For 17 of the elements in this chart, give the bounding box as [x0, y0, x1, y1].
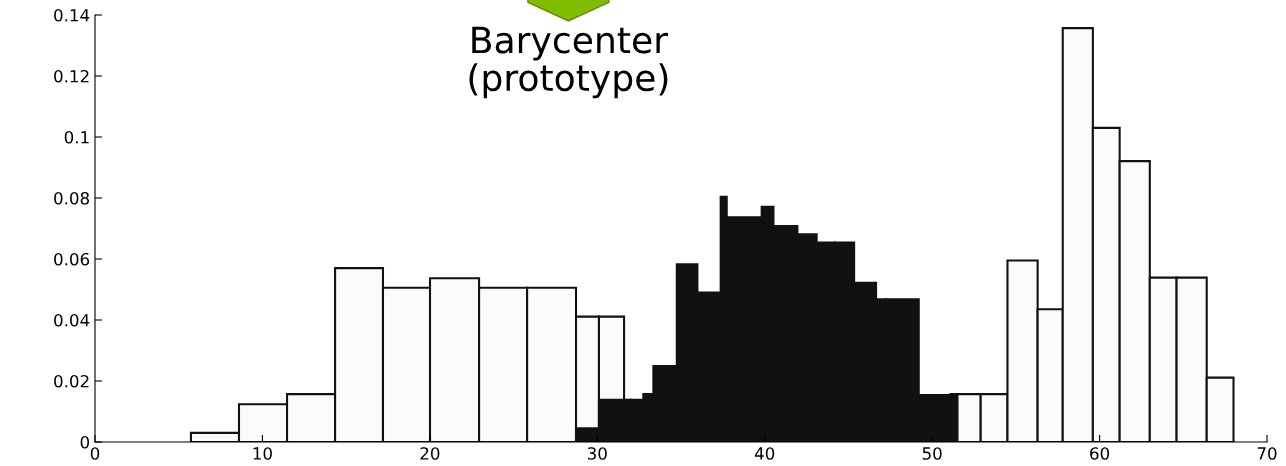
y-tick-label: 0.1: [64, 130, 89, 144]
annotation: Barycenter (prototype): [469, 26, 669, 99]
y-tick-label: 0.08: [54, 191, 89, 205]
x-tick-label: 30: [587, 447, 607, 460]
x-tick-label: 70: [1257, 447, 1277, 460]
x-tick-label: 0: [90, 447, 100, 460]
y-tick-label: 0.12: [54, 69, 89, 83]
y-tick-label: 0.04: [54, 313, 90, 327]
y-tick-label: 0: [80, 435, 90, 449]
y-tick-label: 0.06: [54, 252, 90, 266]
x-tick-label: 60: [1090, 447, 1110, 460]
x-tick-label: 20: [420, 447, 440, 460]
x-tick-label: 50: [922, 447, 942, 460]
y-tick-label: 0.14: [54, 8, 90, 22]
x-tick-label: 10: [253, 447, 272, 460]
x-tick-label: 40: [754, 447, 775, 460]
y-tick-label: 0.02: [54, 374, 89, 388]
